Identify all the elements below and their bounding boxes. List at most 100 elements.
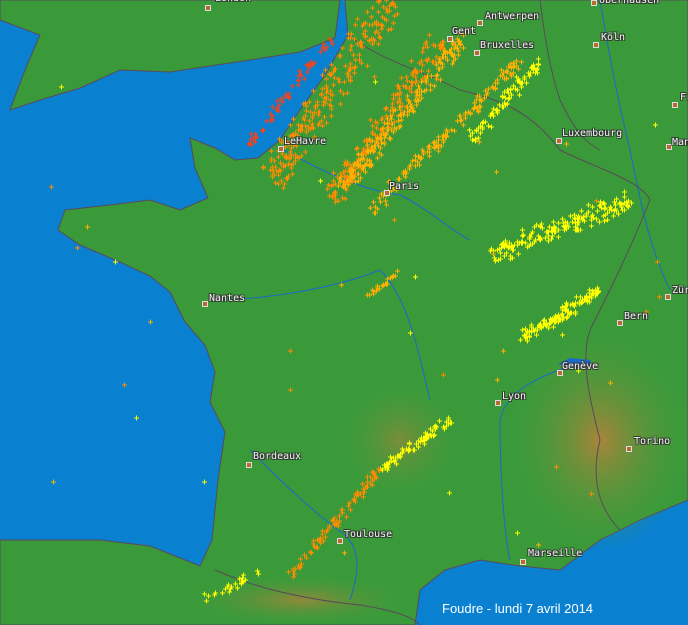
strike-mark: [338, 179, 343, 185]
strike-mark: [343, 63, 348, 69]
strike-mark: [384, 17, 389, 23]
strike-mark: [556, 227, 561, 233]
strike-mark: [564, 315, 569, 321]
strike-mark: [417, 162, 422, 168]
strike-mark: [356, 151, 361, 157]
strike-mark: [338, 101, 343, 107]
strike-mark: [318, 540, 323, 546]
strike-mark: [382, 120, 387, 126]
strike-mark: [385, 462, 390, 468]
strike-mark: [376, 9, 381, 15]
strike-mark: [491, 251, 496, 257]
strike-mark: [372, 470, 377, 476]
strike-mark: [473, 136, 478, 142]
city-label-geneve: Genève: [562, 361, 599, 372]
strike-mark: [260, 128, 265, 134]
strike-mark: [423, 78, 428, 84]
strike-mark: [276, 181, 281, 187]
strike-mark: [599, 205, 604, 211]
strike-mark: [320, 123, 325, 129]
strike-mark: [594, 198, 599, 204]
strike-mark: [434, 424, 439, 430]
strike-mark: [321, 99, 326, 105]
strike-mark: [286, 161, 291, 167]
strike-mark: [345, 90, 350, 96]
strike-mark: [399, 75, 404, 81]
river-rhine: [599, 0, 671, 291]
strike-mark: [480, 120, 485, 126]
strike-mark: [249, 142, 254, 148]
strike-mark: [343, 182, 348, 188]
strike-mark: [380, 283, 385, 289]
strike-mark: [427, 32, 432, 38]
strike-mark: [554, 464, 559, 470]
strike-mark: [523, 333, 528, 339]
strike-mark: [584, 213, 589, 219]
city-marker-paris: [384, 190, 390, 196]
strike-mark: [356, 178, 361, 184]
strike-mark: [404, 74, 409, 80]
strike-mark: [328, 97, 333, 103]
strike-mark: [589, 295, 594, 301]
strike-mark: [504, 68, 509, 74]
strike-mark: [436, 66, 441, 72]
strike-mark: [518, 337, 523, 343]
strike-mark: [419, 68, 424, 74]
strike-mark: [304, 108, 309, 114]
strike-mark: [548, 320, 553, 326]
strike-mark: [367, 22, 372, 28]
strike-mark: [528, 234, 533, 240]
strike-mark: [344, 174, 349, 180]
strike-mark: [511, 83, 516, 89]
strike-mark: [315, 102, 320, 108]
strike-mark: [304, 129, 309, 135]
strike-mark: [298, 564, 303, 570]
strike-mark: [563, 223, 568, 229]
city-marker-gent: [447, 36, 453, 42]
strike-mark: [347, 169, 352, 175]
city-label-bern: Bern: [624, 311, 649, 322]
strike-mark: [374, 125, 379, 131]
strike-mark: [367, 158, 372, 164]
strike-mark: [407, 447, 412, 453]
strike-mark: [477, 103, 482, 109]
strike-mark: [622, 207, 627, 213]
strike-mark: [502, 253, 507, 259]
strike-mark: [326, 182, 331, 188]
strike-mark: [361, 494, 366, 500]
strike-mark: [442, 48, 447, 54]
border-spain: [214, 569, 421, 625]
strike-mark: [361, 486, 366, 492]
strike-mark: [549, 317, 554, 323]
strike-mark: [433, 144, 438, 150]
strike-mark: [330, 193, 335, 199]
strike-mark: [384, 105, 389, 111]
strike-mark: [539, 221, 544, 227]
strike-mark: [393, 273, 398, 279]
strike-mark: [284, 153, 289, 159]
strike-mark: [384, 202, 389, 208]
strike-mark: [275, 105, 280, 111]
strike-mark: [529, 65, 534, 71]
strike-mark: [391, 2, 396, 8]
city-label-torino: Torino: [634, 436, 671, 447]
strike-mark: [413, 157, 418, 163]
strike-mark: [329, 38, 334, 44]
strike-mark: [515, 530, 520, 536]
strike-mark: [579, 208, 584, 214]
strike-mark: [372, 143, 377, 149]
strike-mark: [523, 326, 528, 332]
strike-mark: [202, 479, 207, 485]
city-label-luxembourg: Luxembourg: [562, 128, 623, 139]
strike-mark: [431, 433, 436, 439]
strike-mark: [308, 109, 313, 115]
strike-mark: [327, 102, 332, 108]
strike-mark: [398, 90, 403, 96]
strike-mark: [291, 142, 296, 148]
strike-mark: [355, 159, 360, 165]
strike-mark: [308, 549, 313, 555]
strike-mark: [450, 61, 455, 67]
strike-mark: [383, 132, 388, 138]
strike-mark: [348, 507, 353, 513]
strike-mark: [498, 256, 503, 262]
